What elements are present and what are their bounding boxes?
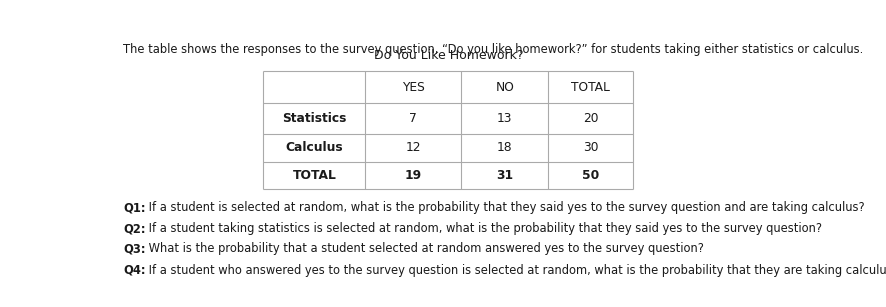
Text: The table shows the responses to the survey question, “Do you like homework?” fo: The table shows the responses to the sur…: [123, 43, 863, 56]
Text: 7: 7: [409, 112, 416, 125]
Text: NO: NO: [494, 80, 514, 94]
Text: What is the probability that a student selected at random answered yes to the su: What is the probability that a student s…: [145, 243, 703, 255]
Text: Q2:: Q2:: [123, 222, 145, 235]
Text: 30: 30: [582, 141, 598, 154]
Text: Q1:: Q1:: [123, 201, 145, 214]
Text: If a student taking statistics is selected at random, what is the probability th: If a student taking statistics is select…: [145, 222, 821, 235]
Text: Calculus: Calculus: [285, 141, 343, 154]
Text: 31: 31: [495, 169, 513, 182]
Text: TOTAL: TOTAL: [292, 169, 336, 182]
Text: TOTAL: TOTAL: [571, 80, 610, 94]
Text: Statistics: Statistics: [282, 112, 346, 125]
Text: 19: 19: [404, 169, 422, 182]
Text: Q3:: Q3:: [123, 243, 145, 255]
Text: 18: 18: [496, 141, 512, 154]
Text: YES: YES: [401, 80, 424, 94]
Text: 20: 20: [582, 112, 598, 125]
Text: 50: 50: [581, 169, 599, 182]
Text: If a student is selected at random, what is the probability that they said yes t: If a student is selected at random, what…: [145, 201, 864, 214]
Text: Q4:: Q4:: [123, 264, 145, 277]
Text: If a student who answered yes to the survey question is selected at random, what: If a student who answered yes to the sur…: [145, 264, 886, 277]
Text: 12: 12: [405, 141, 421, 154]
Text: Do You Like Homework?: Do You Like Homework?: [373, 49, 523, 62]
Text: 13: 13: [496, 112, 512, 125]
